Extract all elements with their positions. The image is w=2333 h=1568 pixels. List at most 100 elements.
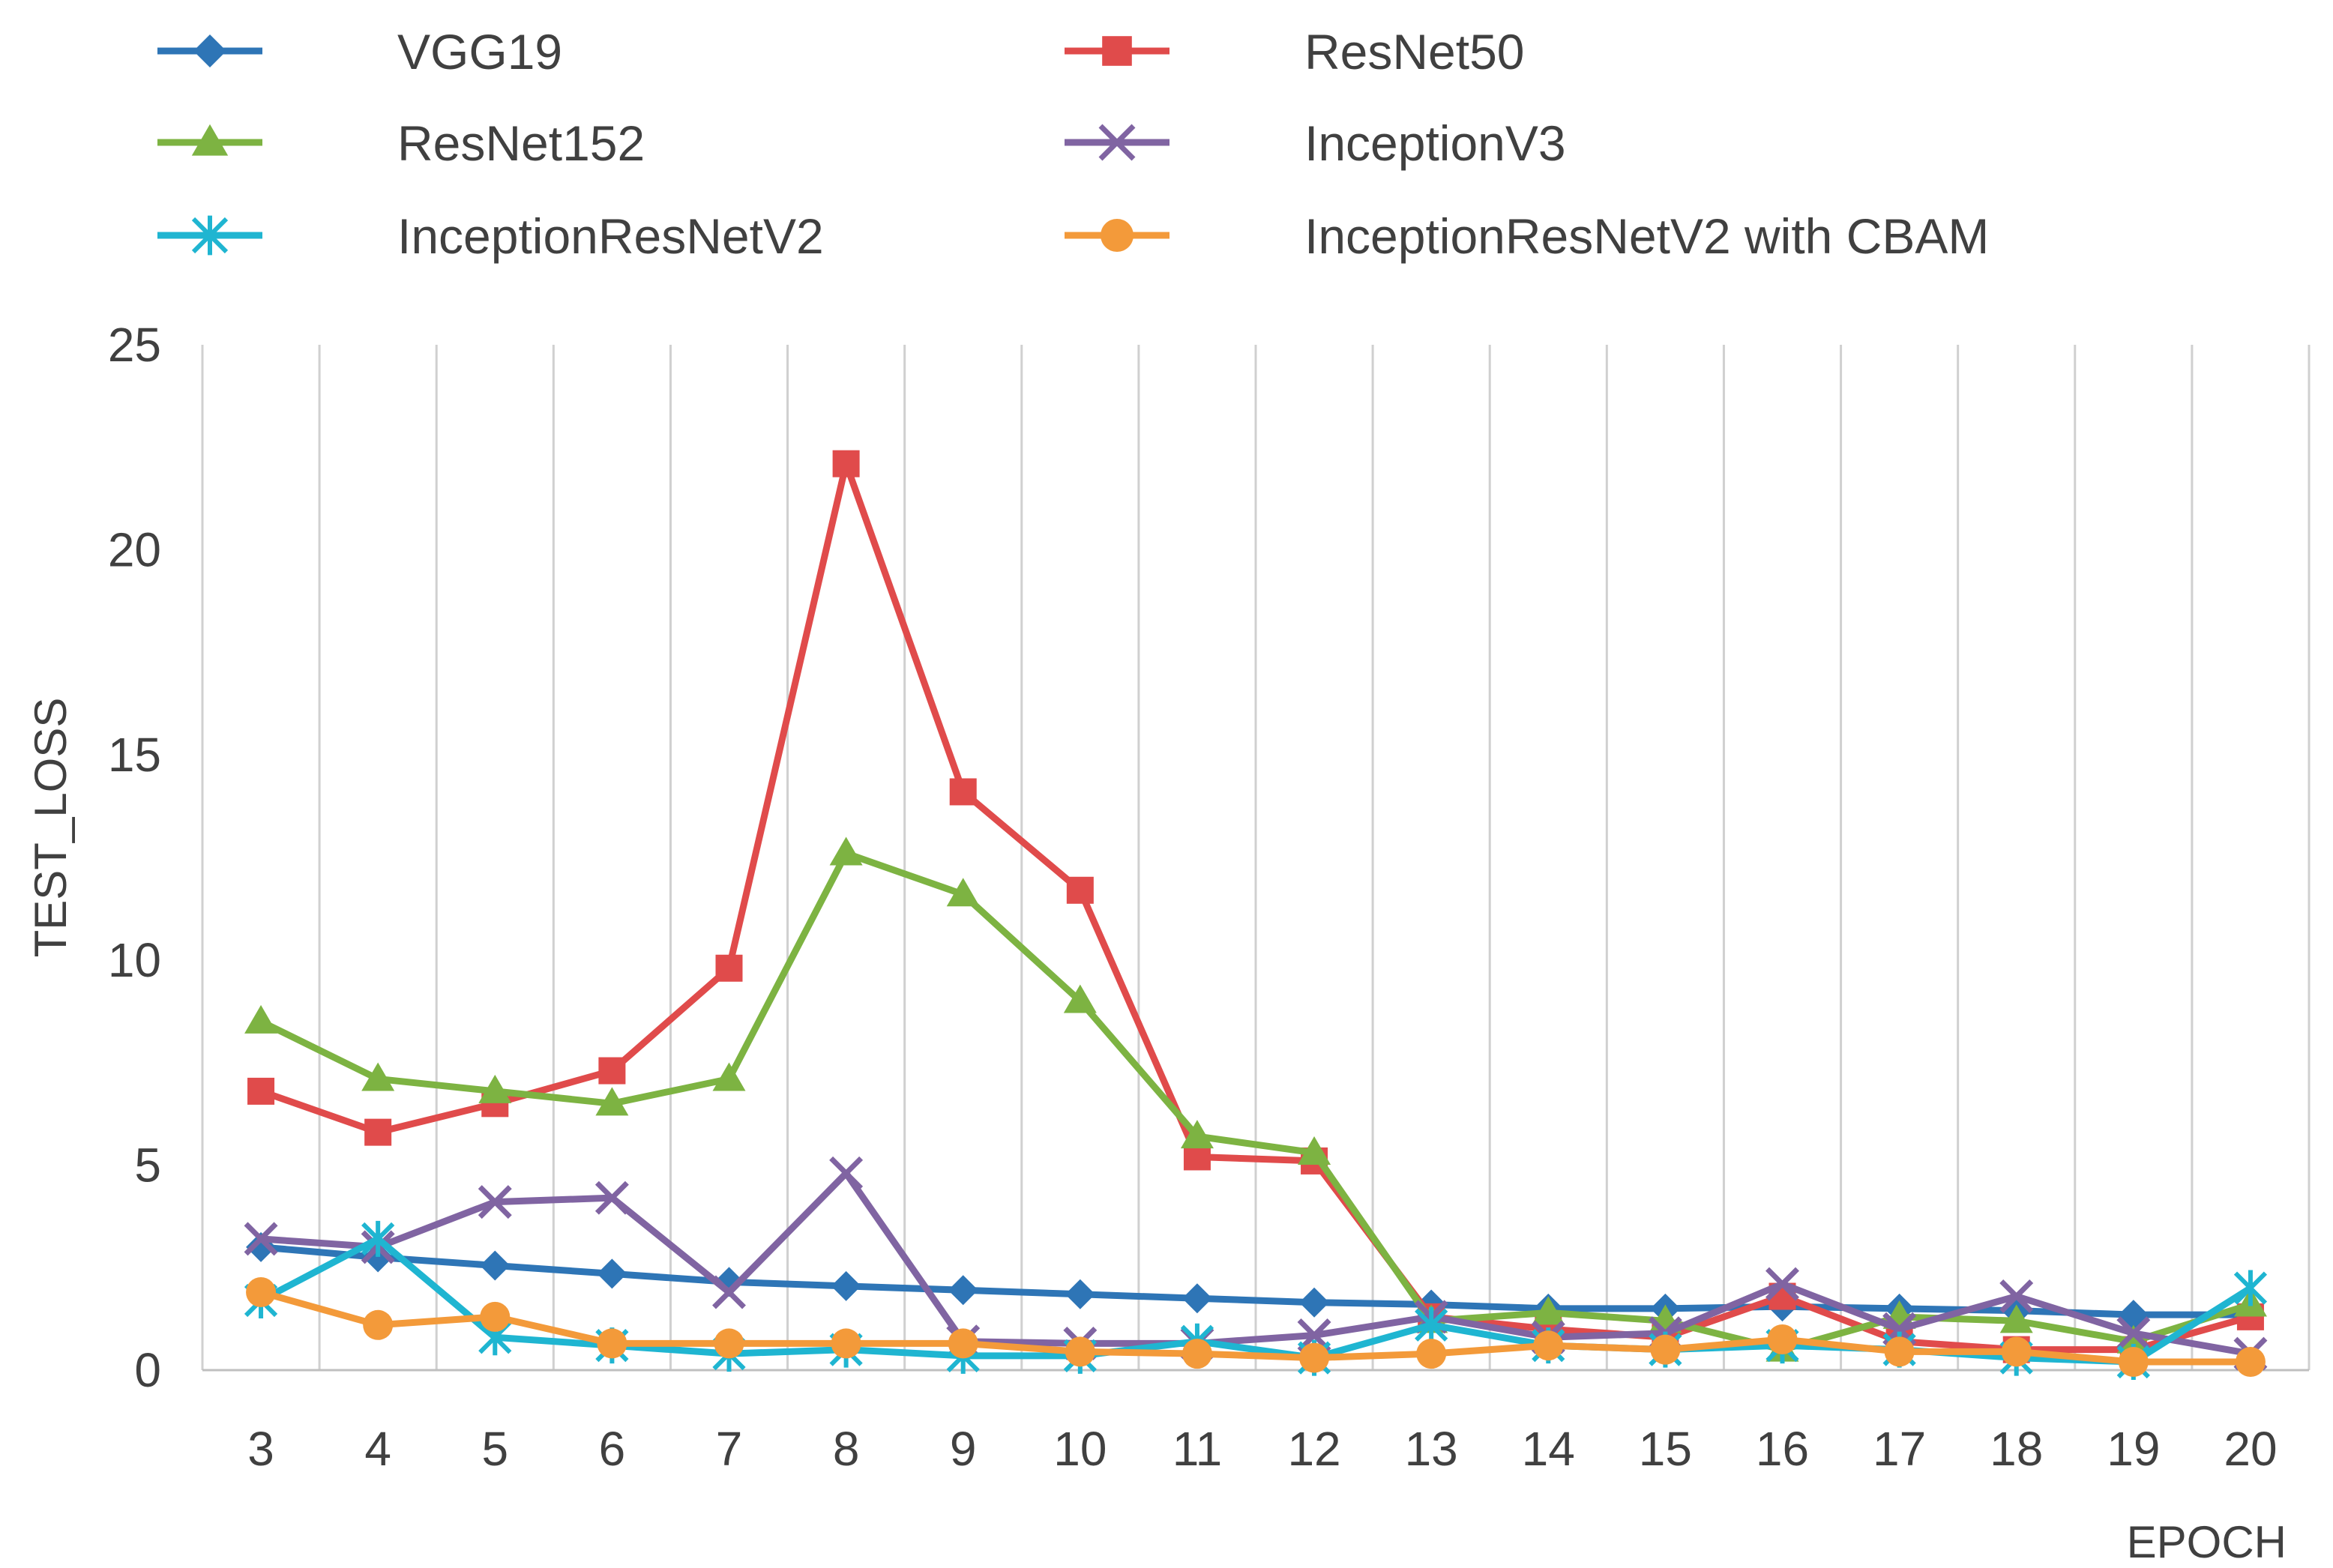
x-tick-19: 19 bbox=[2107, 1422, 2160, 1476]
point-inceptionresnetv2-with-cbam-14 bbox=[1533, 1330, 1564, 1361]
point-resnet152-9 bbox=[946, 878, 980, 907]
x-axis-title: EPOCH bbox=[2127, 1517, 2287, 1567]
point-inceptionresnetv2-with-cbam-16 bbox=[1767, 1324, 1798, 1354]
point-inceptionv3-6 bbox=[594, 1180, 629, 1215]
series-line-inceptionv3 bbox=[260, 1169, 2251, 1357]
series-line-resnet152 bbox=[259, 850, 2252, 1354]
legend: VGG19 ResNet50 ResNet152 InceptionV3 Incepti… bbox=[157, 24, 1989, 264]
x-tick-5: 5 bbox=[481, 1422, 508, 1476]
y-tick-0: 0 bbox=[134, 1343, 161, 1397]
y-axis-title: TEST_LOSS bbox=[25, 698, 76, 958]
point-inceptionresnetv2-with-cbam-10 bbox=[1065, 1336, 1095, 1367]
legend-label-inceptionv3: InceptionV3 bbox=[1304, 115, 1566, 171]
point-inceptionv3-16 bbox=[1765, 1267, 1799, 1301]
legend-item-inceptionv3: InceptionV3 bbox=[1065, 115, 1566, 171]
y-tick-25: 25 bbox=[108, 318, 161, 372]
y-tick-20: 20 bbox=[108, 523, 161, 577]
legend-marker-inceptionv3 bbox=[1098, 124, 1136, 161]
legend-label-vgg19: VGG19 bbox=[397, 24, 562, 79]
gridlines bbox=[201, 345, 2311, 1370]
point-inceptionresnetv2-with-cbam-19 bbox=[2118, 1347, 2149, 1378]
point-resnet152-18 bbox=[1999, 1304, 2033, 1333]
point-resnet152-12 bbox=[1298, 1136, 1331, 1165]
point-resnet152-5 bbox=[478, 1074, 512, 1103]
x-tick-6: 6 bbox=[599, 1422, 626, 1476]
point-inceptionresnetv2-with-cbam-3 bbox=[246, 1277, 277, 1308]
point-resnet50-3 bbox=[247, 1077, 275, 1105]
point-inceptionresnetv2-with-cbam-8 bbox=[831, 1328, 861, 1359]
point-resnet50-8 bbox=[832, 450, 860, 477]
point-vgg19-10 bbox=[1065, 1279, 1095, 1309]
point-inceptionresnetv2-with-cbam-15 bbox=[1650, 1334, 1681, 1365]
point-inceptionresnetv2-with-cbam-6 bbox=[597, 1328, 627, 1359]
point-inceptionresnetv2-with-cbam-17 bbox=[1884, 1336, 1915, 1367]
point-resnet152-10 bbox=[1063, 984, 1097, 1013]
point-vgg19-8 bbox=[831, 1270, 861, 1301]
series-inceptionresnetv2-with-cbam bbox=[246, 1277, 2266, 1378]
point-resnet152-4 bbox=[361, 1062, 395, 1091]
x-tick-15: 15 bbox=[1639, 1422, 1692, 1476]
series-line-resnet50 bbox=[259, 460, 2252, 1354]
legend-label-resnet50: ResNet50 bbox=[1304, 24, 1525, 79]
y-tick-10: 10 bbox=[108, 933, 161, 987]
legend-marker-inceptionresnetv2 bbox=[191, 215, 229, 256]
point-vgg19-11 bbox=[1181, 1283, 1212, 1314]
x-tick-16: 16 bbox=[1756, 1422, 1809, 1476]
legend-item-resnet152: ResNet152 bbox=[157, 115, 645, 171]
legend-item-inceptionresnetv2-with-cbam: InceptionResNetV2 with CBAM bbox=[1065, 208, 1989, 264]
series-line-vgg19 bbox=[260, 1243, 2251, 1318]
x-tick-4: 4 bbox=[364, 1422, 391, 1476]
x-tick-13: 13 bbox=[1405, 1422, 1458, 1476]
point-inceptionv3-18 bbox=[1999, 1279, 2034, 1313]
x-tick-11: 11 bbox=[1172, 1422, 1222, 1476]
point-inceptionresnetv2-13 bbox=[1415, 1306, 1448, 1343]
legend-marker-inceptionresnetv2-with-cbam bbox=[1101, 219, 1134, 252]
point-resnet50-7 bbox=[715, 954, 743, 982]
point-resnet152-11 bbox=[1180, 1120, 1214, 1149]
legend-marker-resnet50 bbox=[1102, 36, 1132, 66]
point-vgg19-6 bbox=[597, 1258, 627, 1289]
point-resnet50-6 bbox=[598, 1057, 626, 1085]
point-inceptionv3-5 bbox=[478, 1185, 512, 1219]
x-tick-7: 7 bbox=[716, 1422, 743, 1476]
point-resnet50-10 bbox=[1066, 876, 1094, 904]
y-tick-15: 15 bbox=[108, 728, 161, 782]
point-resnet152-8 bbox=[829, 836, 863, 866]
point-inceptionresnetv2-with-cbam-20 bbox=[2235, 1347, 2266, 1378]
point-inceptionv3-3 bbox=[244, 1222, 278, 1256]
point-vgg19-12 bbox=[1299, 1287, 1330, 1318]
point-inceptionresnetv2-with-cbam-12 bbox=[1299, 1342, 1330, 1373]
series-line-inceptionresnetv2-with-cbam bbox=[259, 1288, 2251, 1366]
point-inceptionv3-8 bbox=[829, 1156, 864, 1190]
point-inceptionresnetv2-with-cbam-7 bbox=[714, 1328, 744, 1359]
x-tick-17: 17 bbox=[1873, 1422, 1926, 1476]
legend-label-inceptionresnetv2: InceptionResNetV2 bbox=[397, 208, 824, 264]
point-inceptionv3-7 bbox=[712, 1275, 746, 1309]
point-inceptionresnetv2-with-cbam-4 bbox=[363, 1309, 394, 1340]
legend-item-resnet50: ResNet50 bbox=[1065, 24, 1525, 79]
point-resnet152-14 bbox=[1532, 1296, 1565, 1325]
y-tick-5: 5 bbox=[134, 1138, 161, 1192]
point-resnet152-19 bbox=[2116, 1324, 2150, 1354]
point-resnet152-3 bbox=[244, 1004, 278, 1034]
x-tick-18: 18 bbox=[1990, 1422, 2043, 1476]
point-resnet50-4 bbox=[364, 1118, 392, 1146]
legend-marker-vgg19 bbox=[193, 34, 226, 67]
x-tick-8: 8 bbox=[833, 1422, 860, 1476]
x-tick-10: 10 bbox=[1053, 1422, 1107, 1476]
point-vgg19-5 bbox=[480, 1250, 511, 1281]
point-inceptionv3-19 bbox=[2116, 1316, 2151, 1351]
x-tick-9: 9 bbox=[950, 1422, 977, 1476]
point-inceptionresnetv2-with-cbam-5 bbox=[480, 1301, 511, 1332]
point-inceptionresnetv2-20 bbox=[2233, 1270, 2268, 1306]
point-vgg19-9 bbox=[948, 1275, 978, 1306]
x-tick-labels: 3 4 5 6 7 8 9 10 11 12 13 14 15 16 17 18 19 20 bbox=[247, 1422, 2277, 1476]
point-inceptionresnetv2-with-cbam-11 bbox=[1181, 1339, 1212, 1369]
legend-label-inceptionresnetv2-with-cbam: InceptionResNetV2 with CBAM bbox=[1304, 208, 1989, 264]
y-tick-labels: 0 5 10 15 20 25 bbox=[108, 318, 161, 1397]
point-resnet152-7 bbox=[712, 1062, 746, 1091]
point-inceptionresnetv2-with-cbam-9 bbox=[948, 1328, 978, 1359]
x-tick-20: 20 bbox=[2224, 1422, 2277, 1476]
point-inceptionresnetv2-with-cbam-18 bbox=[2001, 1336, 2032, 1367]
